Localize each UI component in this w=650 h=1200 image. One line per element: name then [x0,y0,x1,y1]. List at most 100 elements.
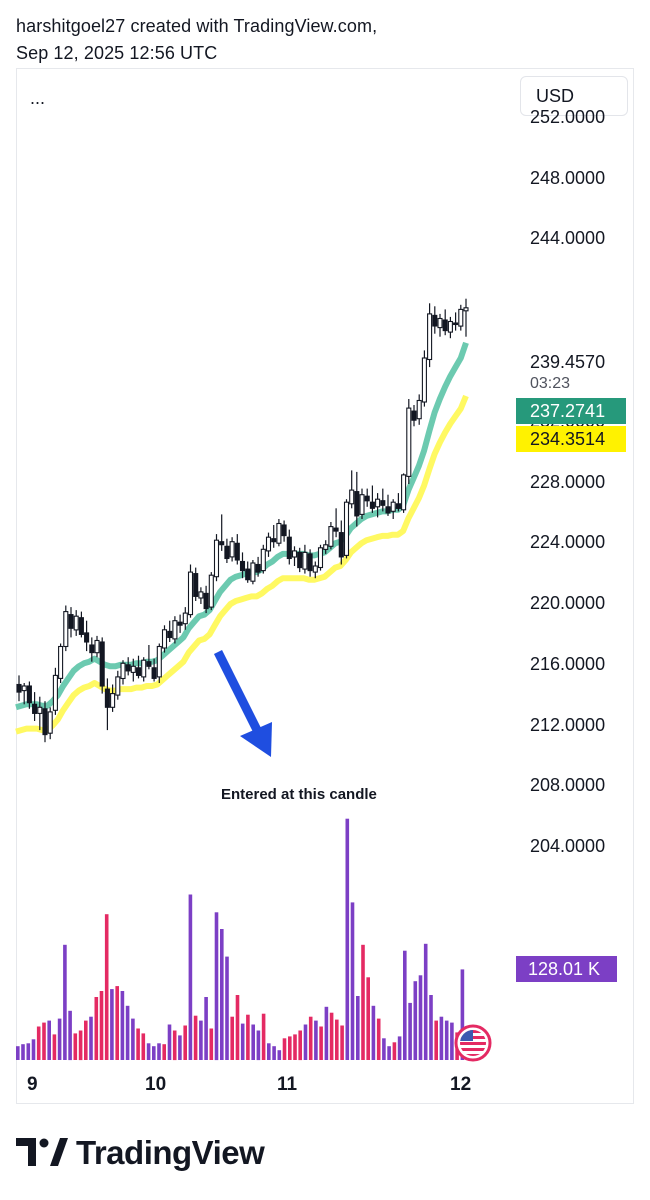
candle-body [89,644,95,654]
candle [260,544,266,574]
candle [32,692,38,721]
volume-bar [397,1036,402,1060]
candle-body [224,545,230,560]
candle-body [307,553,313,572]
candle [187,564,194,618]
volume-bar [131,1018,135,1060]
candle [401,473,407,513]
volume-bar [209,1028,214,1060]
ema-slow-layer [15,394,469,735]
candle-body [135,667,142,676]
chart-frame [16,68,634,1104]
volume-bar [282,1038,287,1060]
volume-bar [272,1046,276,1060]
candle-body [312,565,318,573]
volume-bar [403,950,407,1060]
volume-bar [314,1020,318,1060]
candle-body [229,541,235,558]
volume-bar [235,995,240,1060]
candle-body [172,620,178,640]
candle-body [151,667,157,679]
candle [323,540,329,554]
candle [156,643,162,683]
candle [390,499,396,519]
volume-bar [52,1034,57,1060]
candle-body [369,501,375,509]
candle-body [364,495,370,502]
candle-body [99,641,105,687]
tradingview-logo-icon [16,1138,68,1166]
volume-bar [89,1016,93,1060]
candle [380,488,386,512]
y-tick-label: 244.0000 [530,228,606,249]
candle-body [68,614,74,629]
candle [312,561,318,579]
candle-body [52,674,58,711]
volume-bar [408,1002,412,1060]
candle [84,620,90,652]
candle-body [110,693,116,708]
tradingview-logo[interactable]: TradingView [16,1134,265,1172]
candle-body [328,526,334,547]
volume-bar [261,1013,266,1060]
candle-body [343,501,350,556]
volume-bar [193,1015,198,1060]
candle [432,306,438,334]
candle-body [458,308,464,327]
candle [78,611,84,638]
volume-bar [392,1042,397,1060]
candle [182,607,188,630]
candle [26,681,32,709]
candle-body [193,573,199,597]
volume-bar [335,1019,339,1060]
us-flag-icon[interactable] [454,1024,492,1067]
candle-body [323,544,329,550]
candle [463,298,469,337]
candle-body [338,532,344,558]
volume-bar [319,1026,323,1060]
candle [146,645,152,670]
candle [333,508,339,538]
candle [99,637,105,694]
candle [395,493,401,512]
more-menu-button[interactable]: ... [30,88,46,108]
candle [369,485,375,513]
candle [354,471,360,527]
chart-timestamp: Sep 12, 2025 12:56 UTC [16,43,218,63]
candle-body [239,560,246,572]
candle-body [447,320,453,333]
candle-body [271,538,277,543]
volume-bar [146,1043,151,1060]
volume-bar [115,986,119,1060]
candle-body [250,562,256,582]
candle [224,538,230,563]
volume-bar [340,1025,344,1060]
candle-body [182,612,188,625]
candle-body [203,592,209,610]
currency-selector[interactable]: USD [520,76,628,116]
volume-bar [387,1046,391,1060]
candle-body [333,527,339,532]
candle [427,303,433,368]
volume-bar [31,1039,36,1060]
volume-bar [225,956,229,1060]
volume-bar [382,1038,386,1060]
volume-value-badge: 128.01 K [516,956,617,982]
candle [193,567,199,601]
volume-bar [356,996,360,1060]
candle-body [187,571,194,616]
candle-body [260,548,266,572]
candle-body [286,536,292,560]
candle-body [463,307,469,312]
candle-body [401,474,407,511]
candle [73,610,79,636]
candle-body [411,410,417,421]
candle-body [354,491,360,517]
candle [208,572,214,611]
candle-body [177,621,183,626]
entry-arrow-shaft [213,649,267,743]
tradingview-wordmark: TradingView [76,1134,265,1171]
candle-body [281,524,287,537]
volume-bar [42,1022,46,1060]
